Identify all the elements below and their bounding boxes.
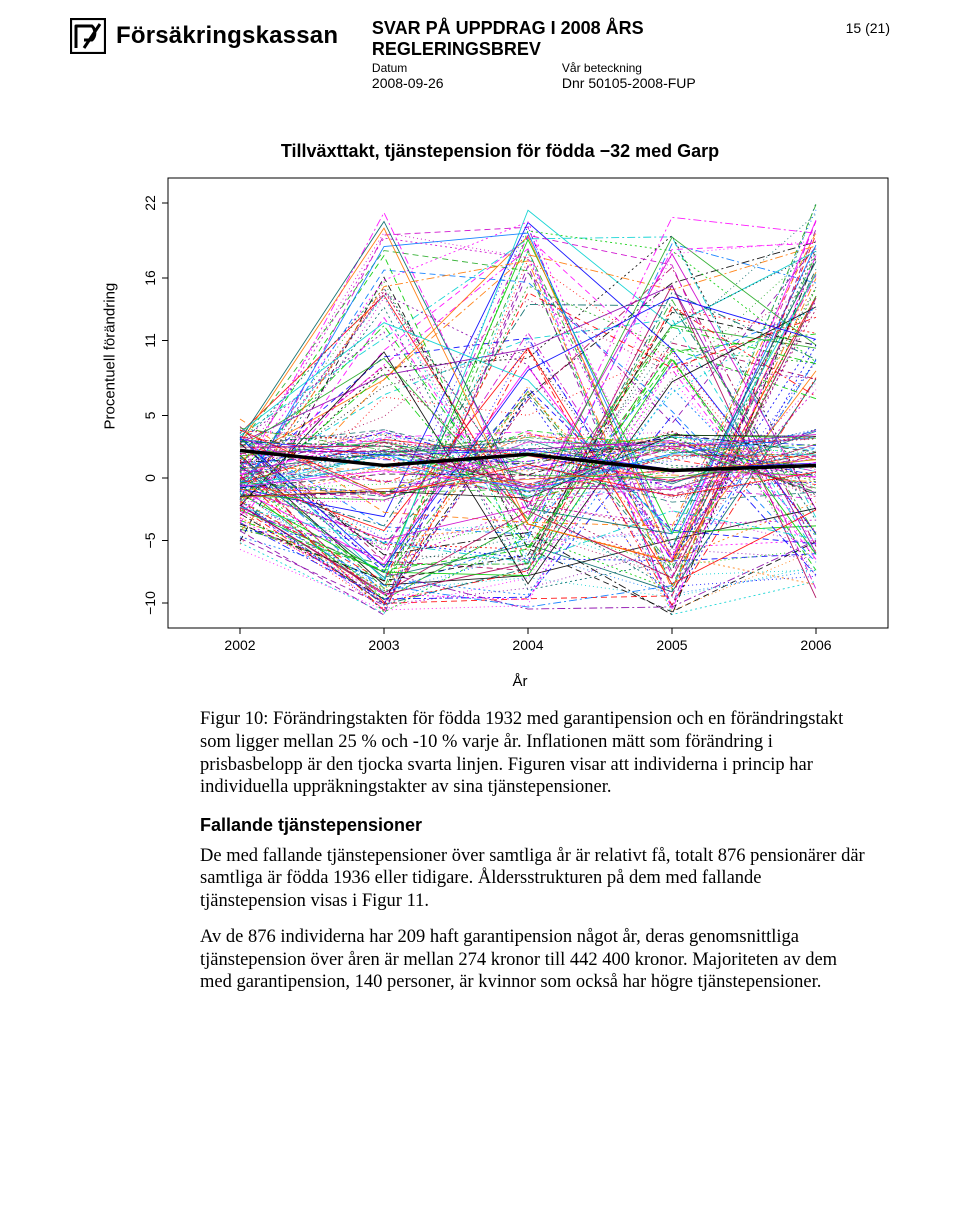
svg-text:2004: 2004: [512, 637, 543, 653]
date-label: Datum: [372, 61, 532, 75]
svg-text:11: 11: [142, 333, 158, 348]
svg-text:0: 0: [142, 474, 158, 482]
doc-title-line2: REGLERINGSBREV: [372, 39, 812, 60]
paragraph-2: Av de 876 individerna har 209 haft garan…: [200, 926, 870, 994]
body-text: Figur 10: Förändringstakten för födda 19…: [200, 708, 870, 994]
svg-text:2003: 2003: [368, 637, 399, 653]
section-subhead: Fallande tjänstepensioner: [200, 815, 870, 837]
doc-title-line1: SVAR PÅ UPPDRAG I 2008 ÅRS: [372, 18, 812, 39]
ref-label: Vår beteckning: [562, 61, 642, 75]
forsakringskassan-logo-icon: [70, 18, 106, 54]
date-value: 2008-09-26: [372, 75, 532, 91]
page-number: 15 (21): [846, 18, 890, 36]
svg-text:2006: 2006: [800, 637, 831, 653]
brand-name: Försäkringskassan: [116, 22, 338, 50]
svg-text:2002: 2002: [224, 637, 255, 653]
svg-text:−5: −5: [142, 533, 158, 549]
figure-caption: Figur 10: Förändringstakten för födda 19…: [200, 708, 870, 798]
svg-text:2005: 2005: [656, 637, 687, 653]
svg-text:5: 5: [142, 412, 158, 420]
brand-block: Försäkringskassan: [70, 18, 338, 54]
chart-svg: −10 −5 0 5 11 16 22 2002 2003 2004 2005 2006: [120, 174, 896, 660]
chart-ylabel: Procentuell förändring: [102, 410, 119, 430]
chart-region: Tillväxttakt, tjänstepension för födda −…: [100, 141, 890, 690]
ref-value: Dnr 50105-2008-FUP: [562, 75, 696, 91]
paragraph-1: De med fallande tjänstepensioner över sa…: [200, 845, 870, 913]
svg-text:16: 16: [142, 270, 158, 286]
svg-text:−10: −10: [142, 591, 158, 615]
chart-xlabel: År: [160, 673, 880, 690]
svg-text:22: 22: [142, 195, 158, 211]
chart-plot: −10 −5 0 5 11 16 22 2002 2003 2004 2005 2006: [120, 174, 896, 665]
header-meta: SVAR PÅ UPPDRAG I 2008 ÅRS REGLERINGSBRE…: [372, 18, 812, 91]
chart-title: Tillväxttakt, tjänstepension för födda −…: [140, 141, 860, 162]
page-header: Försäkringskassan SVAR PÅ UPPDRAG I 2008…: [70, 18, 890, 91]
